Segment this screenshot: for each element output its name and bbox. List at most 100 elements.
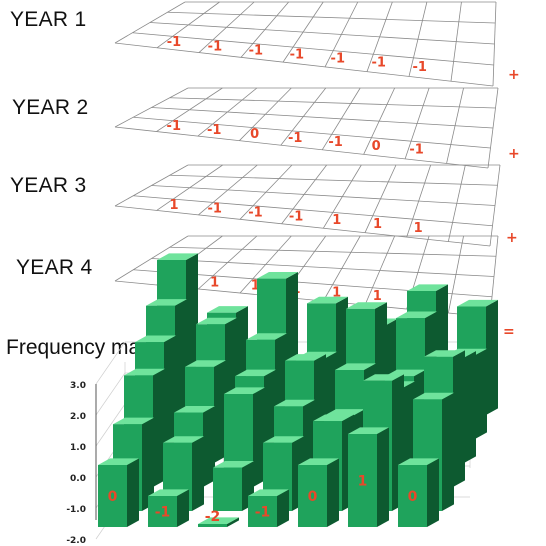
bar-top-face	[185, 360, 226, 367]
bar-side-face	[153, 368, 165, 487]
grid-line	[133, 195, 493, 227]
grid-line	[169, 174, 498, 186]
year-2-grid: -1 -1 0 -1 -1 0 -1	[114, 87, 499, 169]
bar-top-face	[235, 369, 276, 377]
side-wall-gridline	[95, 372, 126, 416]
bar-top-face	[113, 417, 154, 425]
bar-front-face	[248, 496, 277, 527]
frequency-map-title: Frequency map	[6, 336, 152, 359]
year-2-cell-value: 0	[372, 139, 381, 154]
year-3-cell-value: 1	[170, 198, 179, 213]
side-wall-gridline	[95, 403, 126, 447]
bar-side-face	[486, 299, 498, 415]
grid-line	[151, 185, 496, 206]
year-2-cell-value: -1	[167, 119, 181, 134]
bar-top-face	[413, 392, 454, 400]
grid-line	[114, 126, 489, 169]
year-1-cell-value: -1	[290, 48, 304, 63]
bar-front-face	[348, 434, 377, 527]
operator-plus-3: +	[506, 230, 518, 246]
year-2-cell-value: -1	[288, 131, 302, 146]
year-2-cell-value: -1	[328, 135, 342, 150]
bar-top-face	[98, 458, 139, 465]
bar-top-face	[363, 374, 404, 381]
freq-bar: 0	[398, 458, 439, 527]
bar-top-face	[298, 458, 339, 465]
year-1-cell-value: -1	[249, 43, 263, 58]
bar-side-face	[475, 348, 487, 439]
bar-top-face	[135, 335, 176, 343]
bar-side-face	[442, 392, 454, 511]
year-2-cell-value: 0	[250, 127, 259, 142]
bar-side-face	[177, 489, 189, 527]
bar-top-face	[248, 489, 289, 496]
grid-line	[133, 116, 491, 149]
bar-side-face	[327, 458, 339, 527]
bar-top-face	[263, 436, 304, 443]
freq-bar: 1	[348, 427, 389, 527]
bar-top-face	[224, 387, 265, 394]
bar-side-face	[253, 387, 265, 487]
year-1-cell-value: -1	[331, 52, 345, 67]
year-3-cell-value: -1	[289, 209, 303, 224]
bar-side-face	[127, 458, 139, 527]
year-1-cell-value: -1	[167, 35, 181, 50]
bar-top-face	[285, 354, 326, 361]
front-row-value: -2	[205, 509, 221, 525]
grid-line	[132, 32, 494, 66]
year-4-cell-value: 1	[210, 275, 219, 290]
year-3-label: YEAR 3	[10, 174, 87, 197]
year-1-cell-value: -1	[372, 56, 386, 71]
bar-side-face	[464, 351, 476, 463]
axis-tick-label: -2.0	[66, 536, 86, 546]
year-2-cell-value: -1	[409, 143, 423, 158]
bar-front-face	[98, 465, 127, 527]
bar-top-face	[174, 406, 215, 413]
bar-top-face	[346, 302, 387, 309]
bar-top-face	[307, 296, 348, 304]
bar-front-face	[398, 465, 427, 527]
bar-top-face	[213, 461, 254, 468]
operator-plus-1: +	[508, 67, 520, 83]
grid-line	[487, 87, 499, 169]
bar-top-face	[148, 489, 189, 496]
front-row-value: 0	[308, 489, 318, 505]
front-row-value: 0	[108, 489, 118, 505]
bar-top-face	[196, 317, 237, 325]
bar-front-face	[198, 524, 227, 527]
year-3-cell-value: -1	[208, 202, 222, 217]
bar-top-face	[274, 399, 315, 407]
year-3-grid: 1 -1 -1 -1 1 1 1	[114, 164, 501, 247]
bar-side-face	[453, 350, 465, 487]
bar-side-face	[427, 458, 439, 527]
bar-top-face	[146, 299, 187, 306]
bars: 0 -1 -2 -1 0 1 0	[98, 253, 498, 527]
year-3-cell-value: 1	[414, 221, 423, 236]
freq-bar: 0	[298, 458, 339, 527]
bar-top-face	[324, 409, 365, 416]
bar-side-face	[192, 436, 204, 511]
axis-tick-label: -1.0	[66, 505, 86, 515]
year-1-grid: -1 -1 -1 -1 -1 -1 -1	[114, 1, 497, 87]
year-3-cell-value: -1	[248, 205, 262, 220]
bar-side-face	[227, 517, 239, 527]
freq-bar: 0	[98, 458, 139, 527]
bar-side-face	[214, 360, 226, 463]
year-1-cell-value: -1	[208, 39, 222, 54]
front-row-value: 1	[358, 474, 368, 490]
year-3-cell-value: 1	[332, 213, 341, 228]
operator-equals: =	[503, 324, 515, 340]
grid-line	[151, 258, 495, 277]
bar-front-face	[298, 465, 327, 527]
axis-tick-label: 3.0	[70, 381, 86, 391]
grid-line	[169, 97, 496, 109]
bar-top-face	[207, 306, 248, 313]
axis-tick-label: 1.0	[70, 443, 86, 453]
grid-line	[149, 22, 495, 45]
bar-front-face	[148, 496, 177, 527]
year-4-label: YEAR 4	[16, 256, 93, 279]
freq-bar	[213, 461, 254, 511]
year-2-cell-value: -1	[207, 123, 221, 138]
bar-top-face	[157, 253, 198, 260]
